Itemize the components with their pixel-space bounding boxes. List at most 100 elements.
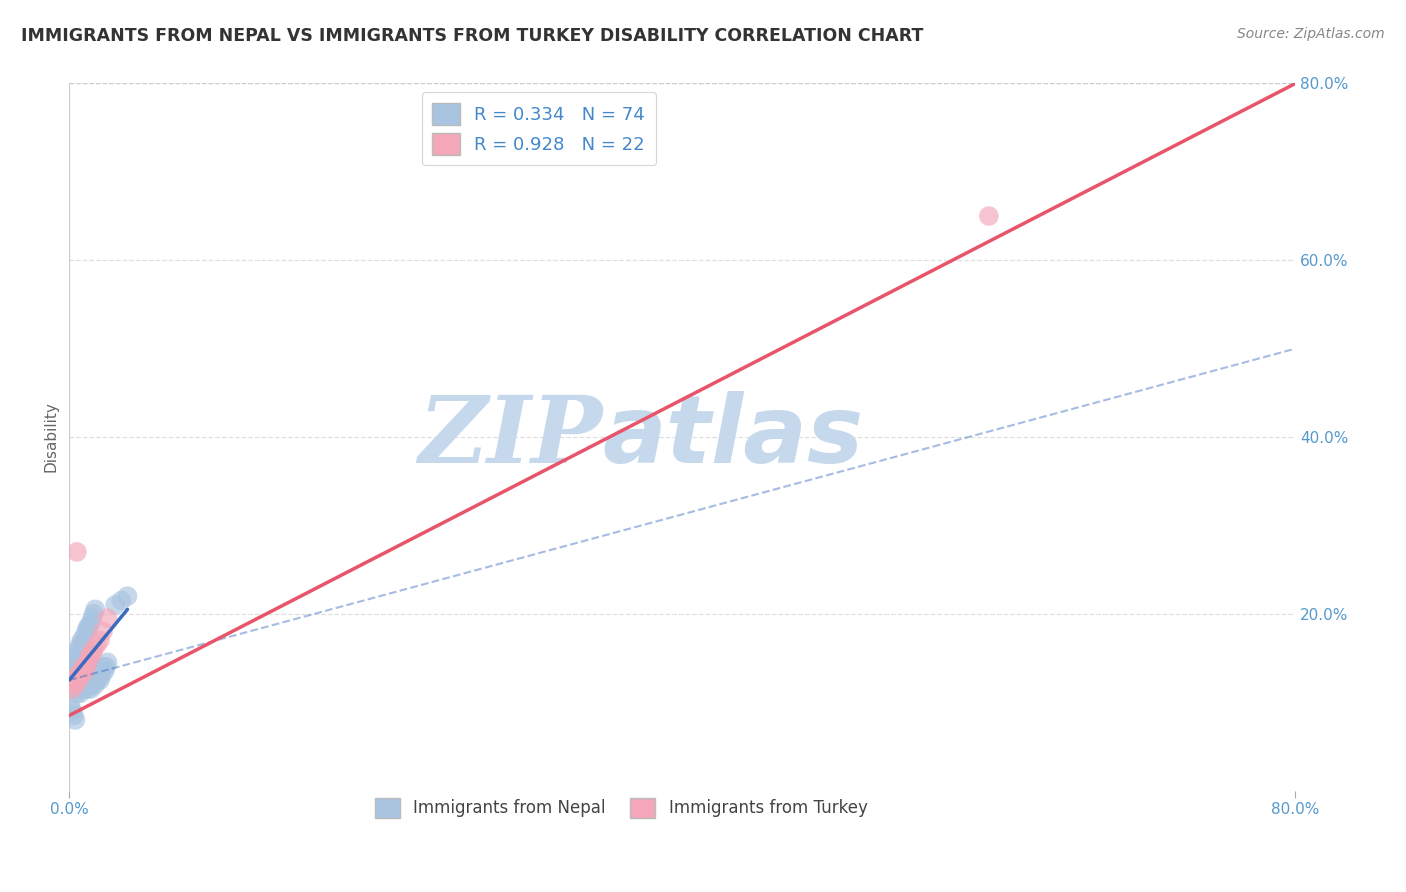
Point — [80, 615, 103, 630]
Point — [86, 638, 108, 652]
Point — [65, 713, 87, 727]
Point — [90, 668, 112, 682]
Point — [66, 647, 89, 661]
Point — [76, 681, 98, 696]
Point — [89, 633, 111, 648]
Point — [66, 668, 89, 682]
Point — [59, 699, 82, 714]
Point — [66, 668, 89, 682]
Point — [60, 673, 83, 687]
Point — [84, 668, 107, 682]
Point — [70, 673, 93, 687]
Y-axis label: Disability: Disability — [44, 401, 58, 473]
Point — [70, 633, 93, 648]
Point — [80, 681, 103, 696]
Point — [73, 673, 96, 687]
Point — [75, 668, 97, 682]
Point — [73, 665, 96, 679]
Point — [87, 668, 110, 682]
Point — [86, 665, 108, 679]
Point — [76, 673, 98, 687]
Point — [65, 681, 87, 696]
Point — [69, 668, 91, 682]
Point — [66, 677, 89, 691]
Point — [83, 673, 105, 687]
Point — [72, 668, 94, 682]
Point — [63, 708, 86, 723]
Text: atlas: atlas — [603, 391, 863, 483]
Point — [67, 642, 90, 657]
Point — [75, 660, 97, 674]
Point — [73, 629, 96, 643]
Point — [83, 607, 105, 621]
Point — [59, 677, 82, 691]
Point — [80, 673, 103, 687]
Point — [60, 660, 83, 674]
Point — [76, 656, 98, 670]
Point — [67, 681, 90, 696]
Point — [65, 656, 87, 670]
Point — [60, 665, 83, 679]
Text: Source: ZipAtlas.com: Source: ZipAtlas.com — [1237, 27, 1385, 41]
Point — [91, 660, 114, 674]
Point — [59, 668, 82, 682]
Point — [977, 209, 1000, 223]
Point — [83, 665, 105, 679]
Point — [82, 611, 104, 625]
Point — [77, 651, 100, 665]
Point — [96, 611, 118, 625]
Point — [63, 651, 86, 665]
Point — [75, 677, 97, 691]
Point — [69, 686, 91, 700]
Point — [94, 660, 117, 674]
Point — [60, 681, 83, 696]
Point — [84, 602, 107, 616]
Point — [73, 665, 96, 679]
Point — [91, 624, 114, 639]
Point — [80, 647, 103, 661]
Point — [67, 665, 90, 679]
Point — [67, 673, 90, 687]
Point — [72, 677, 94, 691]
Text: ZIP: ZIP — [419, 392, 603, 482]
Point — [77, 677, 100, 691]
Point — [63, 677, 86, 691]
Point — [110, 593, 132, 607]
Point — [96, 656, 118, 670]
Point — [59, 656, 82, 670]
Legend: Immigrants from Nepal, Immigrants from Turkey: Immigrants from Nepal, Immigrants from T… — [368, 791, 875, 825]
Text: IMMIGRANTS FROM NEPAL VS IMMIGRANTS FROM TURKEY DISABILITY CORRELATION CHART: IMMIGRANTS FROM NEPAL VS IMMIGRANTS FROM… — [21, 27, 924, 45]
Point — [89, 673, 111, 687]
Point — [65, 673, 87, 687]
Point — [63, 668, 86, 682]
Point — [77, 620, 100, 634]
Point — [86, 673, 108, 687]
Point — [93, 665, 115, 679]
Point — [66, 686, 89, 700]
Point — [63, 660, 86, 674]
Point — [84, 677, 107, 691]
Point — [70, 681, 93, 696]
Point — [77, 668, 100, 682]
Point — [72, 660, 94, 674]
Point — [76, 620, 98, 634]
Point — [69, 638, 91, 652]
Point — [75, 624, 97, 639]
Point — [104, 598, 127, 612]
Point — [82, 668, 104, 682]
Point — [82, 677, 104, 691]
Point — [72, 638, 94, 652]
Point — [82, 647, 104, 661]
Point — [89, 665, 111, 679]
Point — [69, 677, 91, 691]
Point — [83, 642, 105, 657]
Point — [69, 668, 91, 682]
Point — [60, 704, 83, 718]
Point — [65, 665, 87, 679]
Point — [67, 673, 90, 687]
Point — [65, 677, 87, 691]
Point — [70, 665, 93, 679]
Point — [117, 589, 139, 603]
Point — [70, 665, 93, 679]
Point — [63, 673, 86, 687]
